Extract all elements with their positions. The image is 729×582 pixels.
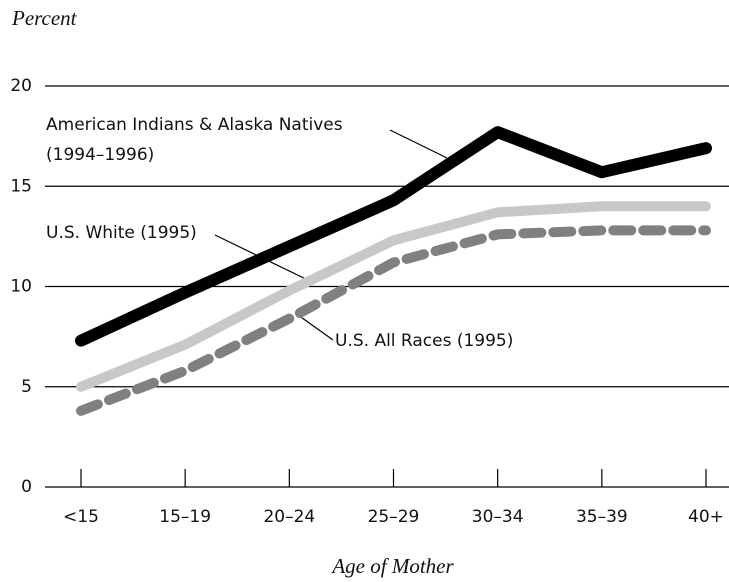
x-tick-label: 15–19: [159, 507, 211, 527]
x-tick-label: 35–39: [576, 507, 628, 527]
y-tick-label: 15: [10, 176, 32, 196]
y-tick-label: 20: [10, 76, 32, 96]
y-tick-label: 0: [21, 477, 32, 497]
annotation: American Indians & Alaska Natives (1994–…: [44, 110, 345, 170]
x-tick-label: 20–24: [263, 507, 315, 527]
series-line: [75, 126, 712, 347]
x-tick-label: <15: [63, 507, 99, 527]
y-tick-label: 5: [21, 377, 32, 397]
leader-line: [389, 129, 448, 159]
x-tick-label: 30–34: [472, 507, 524, 527]
x-tick-label: 25–29: [368, 507, 420, 527]
x-axis-label: Age of Mother: [330, 554, 454, 578]
x-tick-label: 40+: [688, 507, 724, 527]
annotation: U.S. All Races (1995): [333, 326, 516, 356]
series-line: [76, 201, 711, 392]
series-line: [76, 225, 711, 416]
annotation: U.S. White (1995): [44, 218, 199, 248]
y-axis-label: Percent: [11, 6, 78, 30]
y-tick-label: 10: [10, 277, 32, 297]
leader-line: [297, 314, 334, 341]
